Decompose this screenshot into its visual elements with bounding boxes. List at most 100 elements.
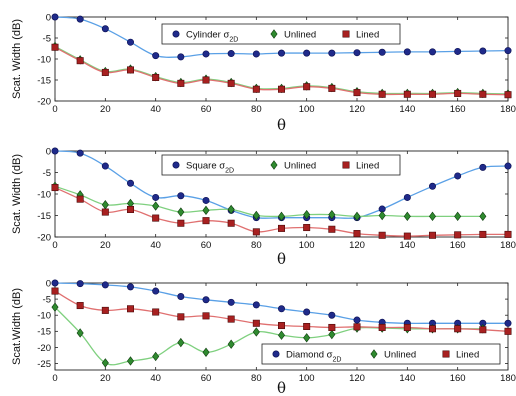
- data-point-square: [227, 79, 235, 87]
- data-point-square: [227, 315, 235, 323]
- data-point-circle: [76, 15, 84, 23]
- data-point-square: [303, 83, 311, 91]
- x-tick-label: 100: [299, 373, 315, 384]
- chart-panel-3: 0 20 40 60 80 100 120 140 160 180 0 -5 -10 -15 -20 -25 S…: [11, 278, 516, 396]
- data-point-square: [353, 89, 361, 97]
- data-point-square: [76, 195, 84, 203]
- x-tick-label: 160: [450, 104, 466, 115]
- x-tick-label: 60: [201, 373, 212, 384]
- data-point-circle: [378, 48, 386, 56]
- legend-label: Cylinder σ2D: [186, 30, 238, 44]
- data-point-square: [378, 231, 386, 239]
- data-point-diamond: [152, 201, 160, 211]
- x-tick-label: 180: [500, 373, 516, 384]
- legend: Diamond σ2D Unlined Lined: [261, 343, 501, 365]
- data-point-square: [76, 57, 84, 65]
- x-tick-label: 80: [251, 240, 262, 251]
- legend-label: Unlined: [384, 350, 416, 361]
- y-tick-label: 0: [46, 12, 51, 23]
- data-point-square: [403, 232, 411, 240]
- data-point-square: [101, 208, 109, 216]
- x-tick-label: 60: [201, 104, 212, 115]
- data-point-square: [403, 323, 411, 331]
- legend-marker-circle: [172, 30, 180, 38]
- x-tick-label: 0: [52, 104, 57, 115]
- data-point-circle: [454, 172, 462, 180]
- data-point-circle: [51, 13, 59, 21]
- data-point-circle: [76, 149, 84, 157]
- legend-label: Unlined: [284, 161, 316, 172]
- data-point-circle: [51, 147, 59, 155]
- data-point-diamond: [303, 209, 311, 220]
- data-point-square: [454, 89, 462, 97]
- data-point-diamond: [227, 204, 235, 215]
- data-point-square: [428, 231, 436, 239]
- x-tick-label: 20: [100, 373, 111, 384]
- data-point-square: [202, 312, 210, 320]
- data-point-square: [428, 325, 436, 333]
- x-tick-label: 140: [399, 104, 415, 115]
- data-point-circle: [152, 193, 160, 201]
- data-point-square: [227, 219, 235, 227]
- data-point-square: [328, 84, 336, 92]
- data-point-circle: [101, 25, 109, 33]
- y-axis-label: Scat. Width (dB): [11, 19, 23, 99]
- data-point-square: [303, 224, 311, 232]
- data-point-square: [127, 66, 135, 74]
- data-point-diamond: [202, 347, 210, 357]
- y-tick-label: -10: [37, 54, 51, 65]
- data-point-circle: [227, 298, 235, 306]
- data-point-square: [101, 68, 109, 76]
- legend-label: Lined: [456, 350, 479, 361]
- data-point-circle: [428, 48, 436, 56]
- chart-panel-2: 0 20 40 60 80 100 120 140 160 180 0 -5 -10 -15 -20 Scat…: [11, 146, 516, 268]
- legend-marker-square: [342, 161, 350, 169]
- data-point-square: [378, 90, 386, 98]
- x-tick-label: 40: [150, 240, 161, 251]
- data-point-square: [328, 225, 336, 233]
- data-point-diamond: [328, 209, 336, 220]
- data-point-square: [454, 325, 462, 333]
- data-point-square: [76, 302, 84, 310]
- data-point-diamond: [403, 211, 411, 222]
- data-point-diamond: [76, 328, 84, 338]
- x-tick-label: 0: [52, 373, 57, 384]
- y-axis-label: Scat. Width (dB): [11, 154, 23, 234]
- x-axis-label: θ: [277, 250, 286, 268]
- legend-marker-diamond: [270, 29, 278, 39]
- x-tick-label: 180: [500, 104, 516, 115]
- legend-marker-circle: [272, 350, 280, 358]
- x-tick-label: 140: [399, 373, 415, 384]
- data-point-circle: [403, 48, 411, 56]
- data-point-diamond: [353, 211, 361, 222]
- x-tick-label: 120: [349, 373, 365, 384]
- data-point-circle: [76, 280, 84, 288]
- legend-box: [161, 154, 401, 176]
- data-point-circle: [177, 53, 185, 61]
- legend-marker-diamond: [270, 160, 278, 170]
- legend-box: [261, 343, 501, 365]
- legend-label: Lined: [356, 161, 379, 172]
- data-point-square: [101, 306, 109, 314]
- data-point-square: [353, 230, 361, 238]
- y-tick-label: -5: [43, 295, 51, 306]
- data-point-circle: [504, 319, 512, 327]
- x-tick-label: 0: [52, 240, 57, 251]
- x-tick-label: 120: [349, 240, 365, 251]
- data-point-diamond: [277, 211, 286, 222]
- legend-label: Unlined: [284, 30, 316, 41]
- data-point-square: [177, 79, 185, 87]
- data-point-square: [504, 327, 512, 335]
- data-point-circle: [127, 38, 135, 46]
- data-point-square: [353, 323, 361, 331]
- y-tick-label: -10: [37, 311, 51, 322]
- data-point-diamond: [277, 330, 286, 340]
- data-point-circle: [152, 287, 160, 295]
- data-point-circle: [504, 162, 512, 170]
- data-point-square: [177, 219, 185, 227]
- y-tick-label: -5: [43, 168, 51, 179]
- x-tick-label: 100: [299, 240, 315, 251]
- data-point-square: [51, 184, 59, 192]
- data-point-square: [51, 43, 59, 51]
